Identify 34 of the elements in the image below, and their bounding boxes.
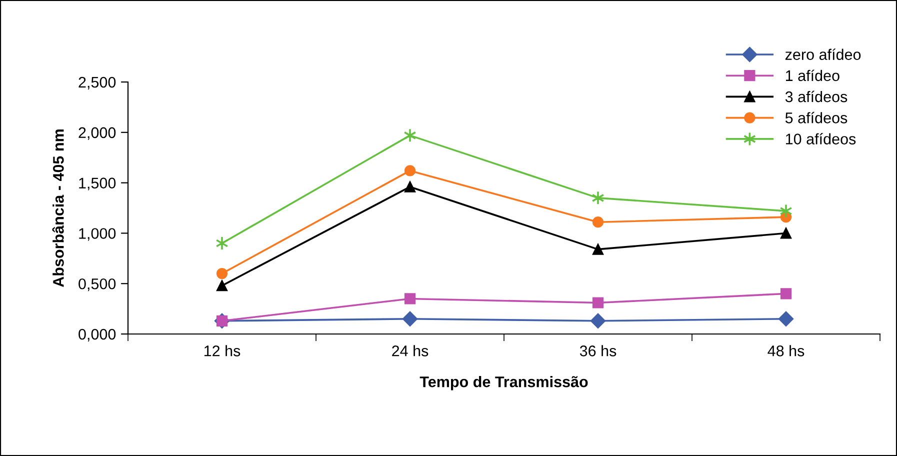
point	[404, 165, 416, 176]
point	[592, 216, 604, 228]
y-tick-label: 1,000	[79, 228, 116, 241]
x-tick-label: 24 hs	[392, 345, 428, 356]
x-tick-label: 36 hs	[580, 345, 616, 356]
legend-label: zero afídeo	[785, 48, 861, 60]
legend-label: 10 afídeos	[786, 133, 856, 144]
point	[404, 293, 416, 304]
x-tick-label: 12 hs	[204, 345, 240, 356]
point	[592, 244, 604, 255]
point	[778, 311, 794, 326]
legend-label: 5 afídeos	[785, 112, 848, 124]
x-tick-label: 48 hs	[768, 345, 804, 356]
x-axis-title: Tempo de Transmissão	[420, 376, 588, 390]
y-tick-label: 0,500	[78, 278, 116, 292]
point	[216, 280, 228, 292]
point	[404, 181, 416, 192]
y-tick-label: 2,500	[78, 76, 116, 90]
point	[216, 268, 228, 280]
point	[590, 313, 606, 328]
y-tick-label: 1,500	[79, 178, 116, 190]
point	[402, 311, 418, 326]
point	[216, 236, 228, 250]
point	[780, 228, 792, 239]
y-axis-title: Absorbância - 405 nm	[52, 130, 64, 287]
point	[592, 190, 604, 206]
y-tick-label: 2,000	[78, 127, 116, 140]
point	[780, 288, 792, 300]
point	[404, 128, 416, 143]
point	[592, 297, 604, 308]
legend-label: 1 afídeo	[786, 70, 840, 82]
legend-label: 3 afídeos	[785, 90, 848, 102]
y-tick-label: 0,000	[78, 328, 116, 342]
point	[780, 204, 792, 218]
